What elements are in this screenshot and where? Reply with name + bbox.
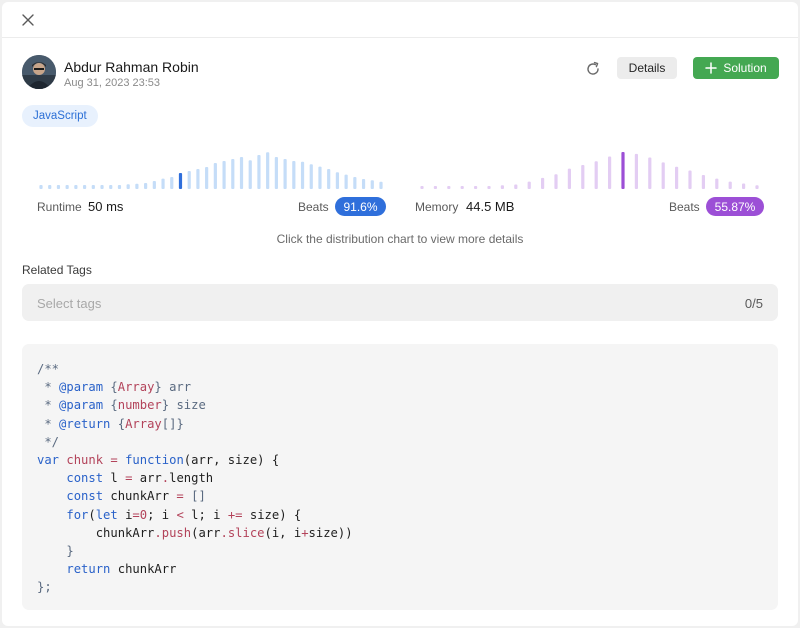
- memory-bar[interactable]: [608, 156, 612, 189]
- language-tag[interactable]: JavaScript: [22, 105, 98, 127]
- memory-bar[interactable]: [581, 164, 585, 189]
- memory-bar[interactable]: [567, 168, 571, 189]
- runtime-bar[interactable]: [239, 157, 244, 189]
- runtime-bar[interactable]: [213, 163, 217, 189]
- runtime-bar[interactable]: [283, 159, 287, 189]
- runtime-bar[interactable]: [152, 181, 156, 189]
- memory-value: 44.5 MB: [466, 199, 515, 214]
- memory-bar[interactable]: [648, 157, 652, 189]
- runtime-bar[interactable]: [292, 161, 296, 189]
- memory-distribution-chart[interactable]: [420, 152, 759, 190]
- memory-bar[interactable]: [420, 186, 424, 189]
- solution-button-label: Solution: [723, 61, 767, 75]
- memory-bar[interactable]: [688, 170, 692, 190]
- tags-count: 0/5: [744, 296, 763, 311]
- code-block[interactable]: /** * @param {Array} arr * @param {numbe…: [22, 344, 778, 610]
- runtime-beats-label: Beats: [298, 200, 329, 214]
- runtime-bar[interactable]: [74, 185, 78, 189]
- close-button[interactable]: [19, 11, 37, 29]
- runtime-bar[interactable]: [379, 181, 383, 189]
- runtime-bar[interactable]: [135, 183, 139, 189]
- memory-bar[interactable]: [433, 186, 437, 189]
- runtime-bar[interactable]: [353, 177, 357, 189]
- refresh-icon: [587, 61, 599, 75]
- memory-bar[interactable]: [701, 174, 705, 189]
- runtime-bar[interactable]: [48, 185, 52, 189]
- runtime-bar[interactable]: [231, 159, 235, 189]
- memory-bar[interactable]: [621, 152, 625, 189]
- runtime-distribution-chart[interactable]: [39, 152, 383, 189]
- runtime-bar[interactable]: [65, 185, 69, 189]
- memory-bar[interactable]: [541, 177, 545, 189]
- runtime-value: 50 ms: [88, 199, 124, 214]
- tags-placeholder: Select tags: [37, 296, 102, 311]
- runtime-bar[interactable]: [187, 171, 191, 189]
- memory-bar[interactable]: [675, 166, 679, 189]
- runtime-bar[interactable]: [196, 169, 200, 189]
- plus-icon: [705, 62, 718, 74]
- runtime-bar[interactable]: [257, 155, 261, 189]
- runtime-bar[interactable]: [178, 173, 183, 189]
- memory-bar[interactable]: [487, 186, 491, 189]
- memory-bar[interactable]: [554, 174, 558, 189]
- memory-bar[interactable]: [742, 183, 746, 189]
- related-tags-title: Related Tags: [22, 263, 92, 277]
- memory-bar[interactable]: [474, 186, 478, 189]
- solution-button[interactable]: Solution: [693, 57, 779, 79]
- runtime-bar[interactable]: [309, 164, 313, 189]
- runtime-beats-badge: 91.6%: [335, 197, 386, 216]
- memory-bar[interactable]: [447, 186, 451, 189]
- runtime-bar[interactable]: [117, 185, 122, 189]
- runtime-bar[interactable]: [335, 172, 340, 189]
- details-button[interactable]: Details: [617, 57, 677, 79]
- memory-bar[interactable]: [715, 178, 719, 189]
- chart-hint-text: Click the distribution chart to view mor…: [276, 232, 524, 246]
- runtime-bar[interactable]: [144, 183, 148, 189]
- close-icon: [22, 14, 34, 26]
- runtime-bar[interactable]: [109, 185, 113, 189]
- tags-select-input[interactable]: Select tags 0/5: [22, 284, 778, 321]
- runtime-bar[interactable]: [100, 185, 104, 189]
- distribution-charts[interactable]: [2, 142, 798, 192]
- reset-button[interactable]: [584, 60, 602, 78]
- runtime-bar[interactable]: [370, 180, 374, 189]
- code-content: /** * @param {Array} arr * @param {numbe…: [37, 362, 353, 595]
- memory-bar[interactable]: [755, 185, 759, 189]
- memory-bar[interactable]: [728, 181, 732, 189]
- runtime-label: Runtime: [37, 200, 82, 214]
- memory-bar[interactable]: [500, 185, 504, 189]
- runtime-bar[interactable]: [222, 161, 226, 189]
- author-name[interactable]: Abdur Rahman Robin: [64, 59, 199, 75]
- runtime-bar[interactable]: [361, 179, 366, 189]
- memory-bar[interactable]: [661, 162, 665, 189]
- memory-bar[interactable]: [527, 181, 531, 189]
- memory-bar[interactable]: [594, 161, 598, 189]
- runtime-bar[interactable]: [161, 178, 165, 189]
- memory-beats-badge: 55.87%: [706, 197, 764, 216]
- runtime-bar[interactable]: [327, 169, 331, 189]
- avatar[interactable]: [22, 55, 56, 89]
- runtime-bar[interactable]: [266, 152, 270, 189]
- memory-beats-label: Beats: [669, 200, 700, 214]
- memory-label: Memory: [415, 200, 459, 214]
- runtime-bar[interactable]: [318, 166, 322, 189]
- memory-bar[interactable]: [514, 184, 518, 189]
- runtime-bar[interactable]: [300, 161, 305, 189]
- timestamp: Aug 31, 2023 23:53: [64, 77, 161, 89]
- runtime-bar[interactable]: [274, 157, 278, 189]
- runtime-bar[interactable]: [82, 185, 87, 189]
- runtime-bar[interactable]: [126, 184, 130, 189]
- solution-header: Abdur Rahman Robin Aug 31, 2023 23:53 De…: [22, 55, 779, 91]
- runtime-bar[interactable]: [91, 185, 95, 189]
- memory-bar[interactable]: [634, 153, 638, 189]
- memory-bar[interactable]: [460, 186, 464, 189]
- runtime-bar[interactable]: [205, 167, 209, 189]
- runtime-bar[interactable]: [39, 185, 43, 189]
- runtime-bar[interactable]: [56, 185, 61, 189]
- top-bar: [2, 2, 798, 38]
- runtime-bar[interactable]: [170, 177, 174, 189]
- runtime-bar[interactable]: [248, 160, 252, 189]
- runtime-bar[interactable]: [344, 174, 348, 189]
